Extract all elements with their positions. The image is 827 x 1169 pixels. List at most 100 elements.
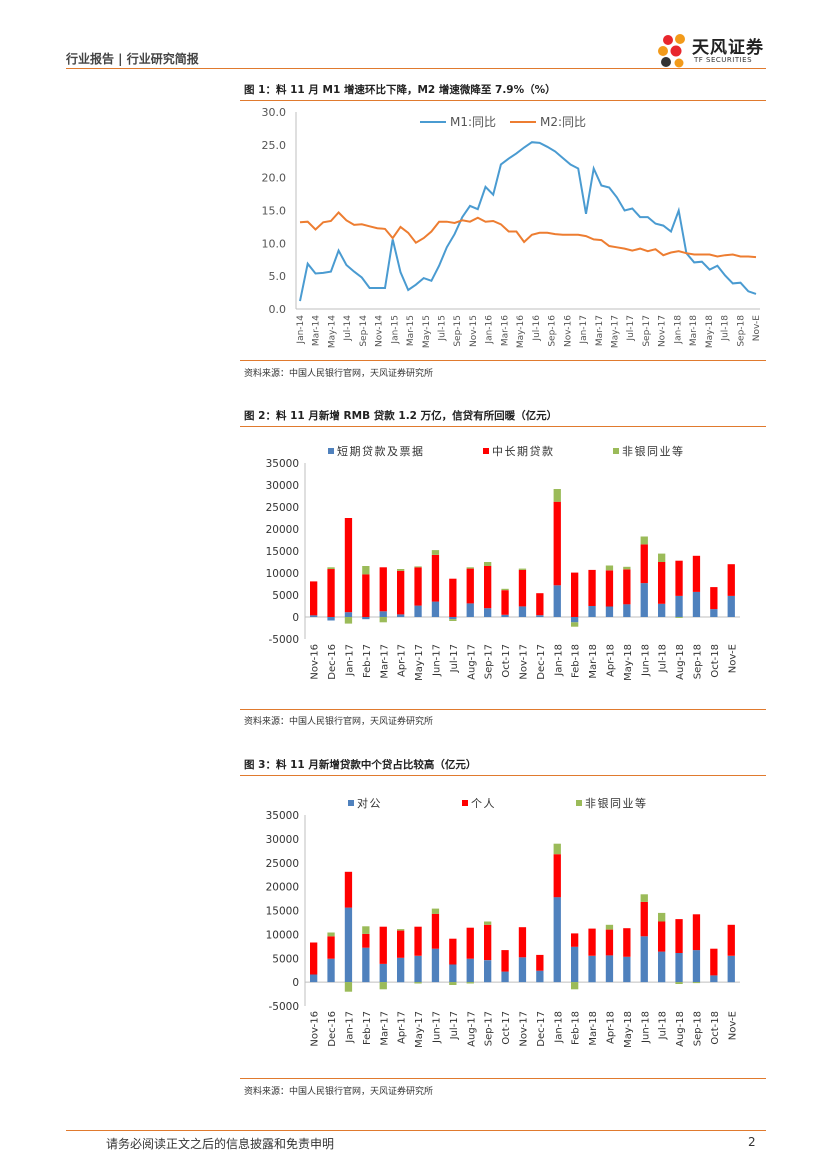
y-tick-label: 0 <box>292 612 299 624</box>
bar-segment <box>571 933 579 947</box>
bar-segment <box>536 593 544 616</box>
bar-segment <box>414 982 422 984</box>
bar-segment <box>588 928 596 956</box>
y-tick-label: 15.0 <box>262 205 287 218</box>
bar-segment <box>397 570 405 615</box>
bar-segment <box>623 569 631 605</box>
x-tick-label: Mar-14 <box>312 315 322 346</box>
bar-segment <box>501 590 509 615</box>
bar-segment <box>692 950 701 983</box>
bar-segment <box>692 914 701 951</box>
bar-segment <box>605 570 614 607</box>
bar-segment <box>692 982 701 984</box>
bar-segment <box>640 544 648 584</box>
x-tick-label: Nov-E <box>727 1011 738 1040</box>
bar-segment <box>518 569 527 607</box>
bar-segment <box>518 606 527 617</box>
bar-segment <box>640 536 648 545</box>
bar-segment <box>344 982 353 992</box>
x-tick-label: Jul-15 <box>438 315 448 342</box>
x-tick-label: Jul-17 <box>449 1011 460 1040</box>
x-tick-label: Jul-14 <box>343 315 353 342</box>
legend-swatch <box>328 448 334 454</box>
x-tick-label: Sep-18 <box>736 315 746 347</box>
x-tick-label: Aug-17 <box>466 1011 477 1047</box>
bar-segment <box>344 518 353 613</box>
legend-swatch <box>483 448 489 454</box>
bar-segment <box>675 982 683 984</box>
x-tick-label: Apr-17 <box>397 644 408 677</box>
x-tick-label: Jul-17 <box>449 644 460 673</box>
bar-segment <box>588 606 596 617</box>
logo-text-en: TF SECURITIES <box>694 56 753 64</box>
figure-1-top-rule <box>240 100 766 101</box>
y-tick-label: 25.0 <box>262 139 287 152</box>
bar-segment <box>484 566 492 609</box>
x-tick-label: Mar-18 <box>588 1011 599 1046</box>
bar-segment <box>362 926 370 934</box>
bar-segment <box>466 958 474 983</box>
x-tick-label: May-15 <box>422 315 432 348</box>
x-tick-label: Oct-18 <box>710 1011 721 1045</box>
company-logo-icon <box>658 34 685 68</box>
legend-swatch <box>613 448 619 454</box>
bar-segment <box>675 617 683 618</box>
bar-segment <box>414 567 422 606</box>
y-tick-label: 20.0 <box>262 172 287 185</box>
x-tick-label: Mar-16 <box>500 315 510 346</box>
y-tick-label: -5000 <box>268 1001 299 1013</box>
bar-segment <box>623 956 631 983</box>
x-tick-label: Dec-16 <box>327 644 338 680</box>
bar-segment <box>484 562 492 566</box>
x-tick-label: Feb-17 <box>362 644 373 678</box>
header-divider <box>66 68 766 69</box>
y-tick-label: 15000 <box>266 546 299 558</box>
bar-segment <box>327 567 335 570</box>
bar-segment <box>484 924 492 961</box>
bar-segment <box>727 955 735 983</box>
bar-segment <box>553 843 561 855</box>
x-tick-label: Jul-16 <box>532 315 542 342</box>
x-tick-label: Nov-16 <box>563 315 573 347</box>
x-tick-label: May-17 <box>414 644 425 681</box>
bar-segment <box>553 501 561 586</box>
bar-segment <box>727 595 735 617</box>
bar-segment <box>658 603 666 617</box>
bar-segment <box>640 583 648 617</box>
bar-segment <box>692 555 701 592</box>
y-tick-label: 20000 <box>266 882 299 894</box>
legend-swatch <box>348 800 354 806</box>
x-tick-label: Sep-17 <box>484 644 495 679</box>
y-tick-label: 10000 <box>266 568 299 580</box>
bar-segment <box>484 960 492 983</box>
y-tick-label: 10.0 <box>262 237 287 250</box>
bar-segment <box>327 958 335 983</box>
x-tick-label: Jan-18 <box>553 1011 564 1044</box>
bar-segment <box>553 585 561 617</box>
bar-segment <box>344 871 353 908</box>
x-tick-label: Nov-E <box>727 644 738 673</box>
bar-segment <box>344 617 353 624</box>
x-tick-label: Jan-15 <box>390 315 400 345</box>
figure-1-title: 图 1：料 11 月 M1 增速环比下降，M2 增速微降至 7.9%（%） <box>244 84 556 96</box>
bar-segment <box>501 971 509 983</box>
y-tick-label: 25000 <box>266 858 299 870</box>
bar-segment <box>466 927 474 959</box>
y-tick-label: 0 <box>292 977 299 989</box>
x-tick-label: May-17 <box>414 1011 425 1048</box>
bar-segment <box>605 955 614 983</box>
x-tick-label: Oct-17 <box>501 1011 512 1045</box>
bar-segment <box>727 924 735 956</box>
bar-segment <box>327 569 335 617</box>
x-tick-label: Jan-14 <box>296 315 306 345</box>
x-tick-label: Jun-17 <box>432 644 443 677</box>
x-tick-label: Sep-17 <box>642 315 652 347</box>
bar-segment <box>658 553 666 562</box>
legend-label: 短期贷款及票据 <box>337 444 425 458</box>
bar-segment <box>640 894 648 902</box>
bar-segment <box>484 921 492 925</box>
bar-segment <box>588 955 596 983</box>
bar-segment <box>675 919 683 953</box>
x-tick-label: May-16 <box>516 315 526 348</box>
x-tick-label: Apr-18 <box>606 1011 617 1044</box>
